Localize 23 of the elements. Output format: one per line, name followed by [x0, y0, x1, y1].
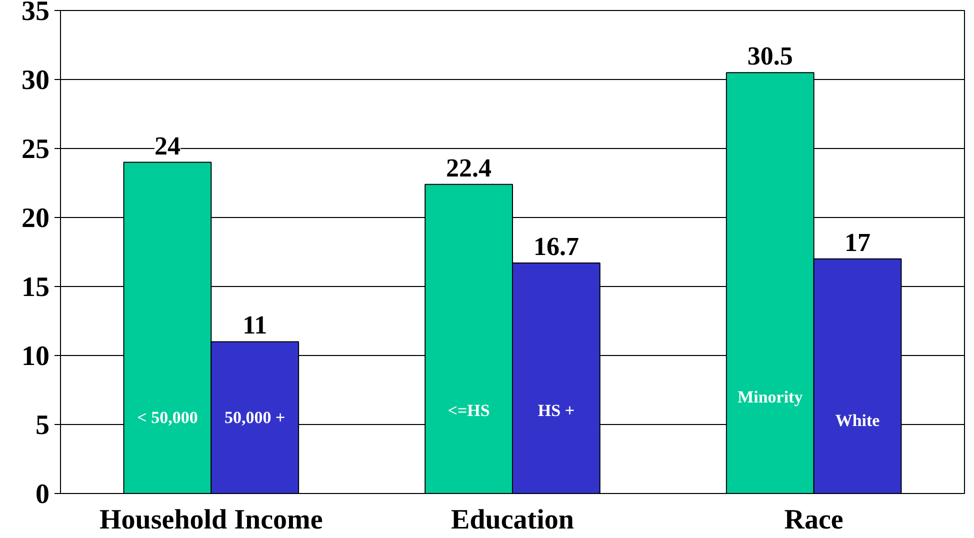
- data-label: 11: [242, 310, 268, 340]
- data-label: 16.7: [533, 232, 579, 262]
- y-tick-label: 25: [22, 134, 50, 165]
- y-tick-label: 30: [22, 65, 50, 96]
- y-tick-label: 35: [22, 0, 50, 27]
- y-tick-label: 10: [22, 341, 50, 372]
- y-tick-label: 15: [22, 272, 50, 303]
- data-label: 24: [154, 131, 180, 160]
- y-tick-label: 0: [36, 479, 50, 510]
- annotation: Minority: [738, 387, 804, 406]
- data-label: 30.5: [747, 42, 793, 71]
- annotation: White: [835, 410, 880, 430]
- data-label: 17: [844, 228, 871, 257]
- x-tick-label: Education: [451, 504, 574, 536]
- annotation: < 50,000: [137, 408, 198, 428]
- annotation: HS +: [538, 401, 575, 420]
- data-label: 22.4: [446, 153, 492, 182]
- annotation: 50,000 +: [224, 408, 286, 428]
- x-tick-label: Race: [784, 504, 844, 536]
- x-tick-label: Household Income: [100, 504, 323, 536]
- y-tick-label: 5: [36, 410, 50, 441]
- y-tick-label: 20: [22, 203, 50, 234]
- annotation: <=HS: [448, 401, 490, 420]
